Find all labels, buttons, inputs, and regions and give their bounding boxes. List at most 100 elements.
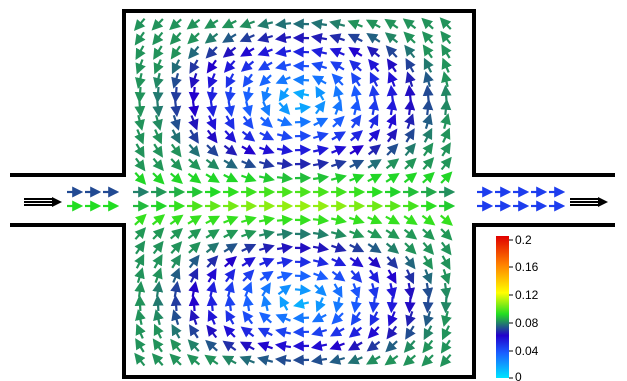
velocity-arrow (223, 243, 238, 254)
velocity-arrow (170, 129, 181, 145)
velocity-arrow (404, 128, 415, 143)
velocity-arrow (441, 57, 452, 73)
velocity-arrow (134, 267, 145, 284)
velocity-arrow (223, 255, 237, 268)
velocity-arrow (440, 113, 451, 130)
velocity-arrow (422, 44, 434, 59)
velocity-arrow (403, 340, 416, 353)
velocity-arrow (276, 130, 293, 141)
velocity-arrow (275, 60, 292, 71)
velocity-arrow (330, 61, 345, 72)
velocity-arrow (440, 282, 452, 300)
velocity-arrow (423, 325, 434, 341)
velocity-arrow (331, 145, 347, 156)
velocity-arrow (350, 311, 362, 326)
velocity-arrow (206, 115, 217, 131)
velocity-arrow (348, 47, 363, 58)
velocity-arrow (405, 325, 416, 340)
velocity-arrow (153, 309, 164, 326)
velocity-arrow (206, 268, 217, 283)
inlet-arrow-icon (24, 197, 62, 207)
velocity-arrow (386, 143, 399, 156)
velocity-arrow (205, 229, 220, 240)
velocity-arrow (205, 215, 221, 226)
velocity-arrow (349, 173, 365, 184)
velocity-arrow (240, 215, 257, 226)
velocity-arrow (170, 158, 183, 171)
velocity-arrow (403, 172, 418, 184)
velocity-arrow (152, 253, 163, 269)
velocity-arrow (152, 280, 164, 298)
velocity-arrow (223, 60, 236, 73)
velocity-arrow (404, 84, 416, 102)
velocity-arrow (188, 267, 199, 283)
velocity-arrow (151, 18, 164, 31)
velocity-arrow (239, 341, 255, 352)
velocity-arrow (404, 142, 416, 157)
velocity-arrow (440, 228, 453, 241)
velocity-arrow (422, 113, 433, 130)
velocity-arrow (278, 102, 291, 115)
velocity-arrow (276, 242, 294, 254)
velocity-arrow (187, 339, 200, 352)
velocity-arrow (134, 213, 147, 226)
velocity-arrow (259, 130, 275, 141)
velocity-arrow (440, 98, 452, 116)
velocity-arrow (439, 17, 452, 30)
velocity-arrow (329, 326, 345, 337)
velocity-arrow (274, 46, 292, 58)
velocity-arrow (134, 280, 146, 298)
velocity-arrow (239, 32, 255, 43)
velocity-arrow (133, 17, 146, 31)
velocity-arrow (152, 172, 165, 185)
velocity-arrow (242, 86, 254, 103)
velocity-arrow (349, 159, 365, 170)
velocity-arrow (239, 18, 255, 29)
velocity-arrow (241, 243, 257, 254)
velocity-arrow (257, 327, 273, 338)
velocity-arrow (405, 57, 416, 73)
velocity-arrow (257, 18, 274, 29)
velocity-arrow (422, 241, 435, 255)
velocity-arrow (347, 354, 363, 365)
colorbar-gradient (496, 236, 509, 378)
velocity-arrow (367, 144, 382, 156)
velocity-arrow (257, 355, 274, 366)
colorbar-tick-label: 0.2 (515, 233, 532, 247)
velocity-arrow (188, 158, 201, 171)
velocity-arrow (206, 59, 218, 74)
velocity-arrow (349, 59, 362, 72)
velocity-arrow (404, 255, 416, 270)
velocity-arrow (365, 19, 381, 30)
velocity-arrow (368, 129, 381, 142)
velocity-arrow (153, 59, 164, 75)
velocity-arrow (260, 282, 271, 297)
velocity-arrow (311, 47, 328, 58)
velocity-arrow (331, 270, 346, 282)
velocity-arrow (276, 172, 294, 184)
velocity-arrow (186, 354, 201, 366)
velocity-arrow (276, 228, 294, 240)
velocity-arrow (134, 86, 146, 104)
velocity-arrow (385, 45, 398, 58)
velocity-arrow (135, 59, 146, 75)
velocity-vectors (67, 17, 566, 367)
velocity-arrow (421, 31, 434, 44)
velocity-arrow (188, 241, 201, 254)
velocity-arrow (403, 228, 418, 240)
velocity-arrow (440, 296, 452, 314)
velocity-arrow (311, 326, 328, 337)
velocity-arrow (275, 74, 291, 85)
velocity-arrow (348, 214, 365, 225)
velocity-arrow (422, 255, 433, 270)
velocity-arrow (386, 58, 398, 73)
velocity-arrow (204, 18, 219, 29)
velocity-arrow (332, 115, 345, 128)
velocity-arrow (259, 144, 275, 155)
velocity-arrow (386, 325, 398, 340)
velocity-arrow (169, 18, 182, 31)
velocity-arrow (170, 100, 182, 118)
velocity-arrow (422, 282, 434, 300)
velocity-arrow (386, 84, 398, 102)
